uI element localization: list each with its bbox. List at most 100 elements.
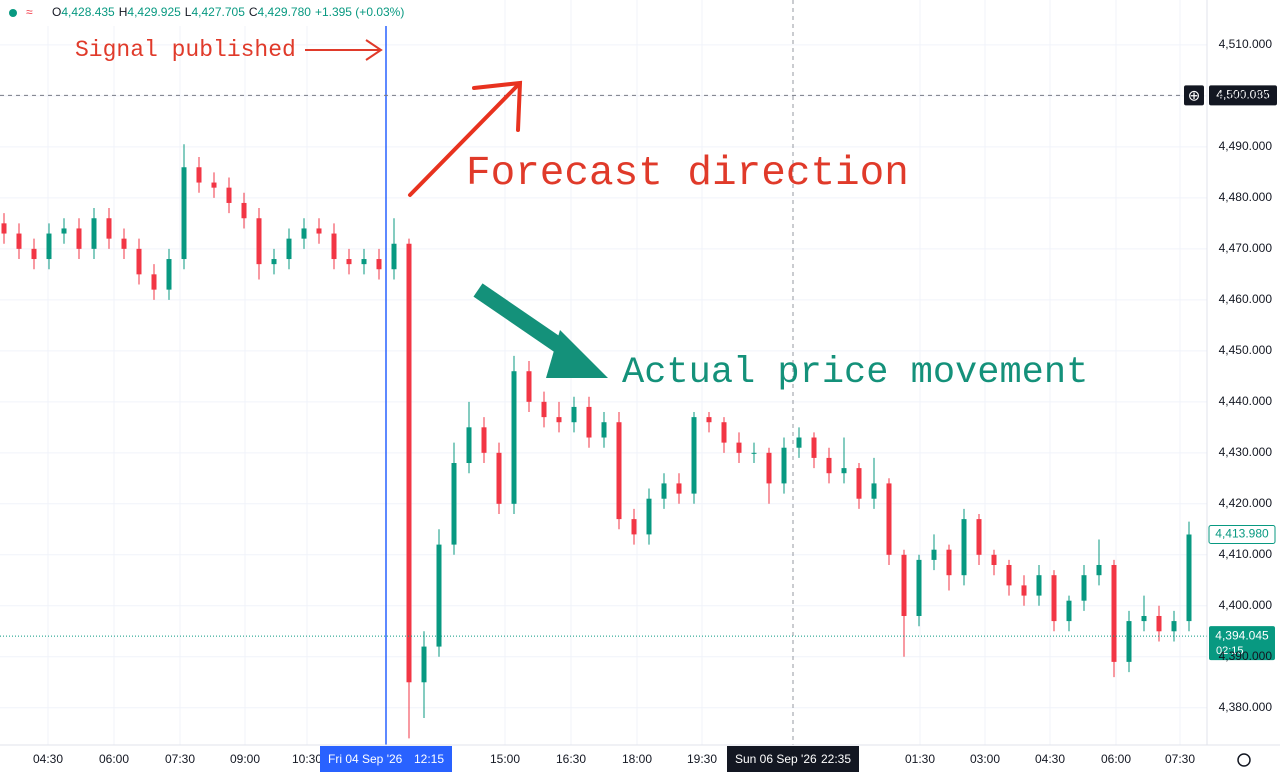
signal-arrow — [305, 39, 383, 61]
last-price-label: 4,413.980 — [1215, 527, 1269, 541]
candle-body — [1006, 564, 1012, 586]
candle-body — [166, 259, 172, 290]
y-tick-label: 4,430.000 — [1219, 445, 1273, 459]
candle-body — [481, 427, 487, 453]
time-marker-tag — [727, 746, 859, 772]
x-tick-label: 03:00 — [970, 752, 1000, 766]
candle-body — [1051, 575, 1057, 622]
annotation-forecast: Forecast direction — [466, 151, 909, 197]
candle-body — [781, 447, 787, 484]
candle-body — [301, 228, 307, 239]
candle-body — [676, 483, 682, 494]
candle-body — [16, 233, 22, 249]
candle-body — [901, 554, 907, 616]
candle-body — [46, 233, 52, 260]
candle-body — [961, 519, 967, 576]
candle-body — [181, 167, 187, 260]
candle-body — [406, 243, 412, 683]
ohlc-label: C — [249, 5, 258, 19]
candle-body — [601, 422, 607, 438]
candle-body — [661, 483, 667, 499]
overlay: ⊕ 4,500.085 4,413.980 4,394.045 02:15 — [0, 85, 1277, 661]
candle-body — [391, 243, 397, 270]
y-tick-label: 4,380.000 — [1219, 700, 1273, 714]
x-tick-label: 07:30 — [165, 752, 195, 766]
settings-icon[interactable] — [1237, 753, 1251, 767]
candle-body — [496, 452, 502, 504]
candle-body — [466, 427, 472, 464]
crosshair-price-tag — [1209, 85, 1277, 106]
candle-body — [241, 202, 247, 219]
y-tick-label: 4,480.000 — [1219, 190, 1273, 204]
candle-body — [451, 463, 457, 545]
candle-body — [751, 452, 757, 454]
candle-body — [556, 417, 562, 423]
x-tick-label: 07:30 — [1165, 752, 1195, 766]
candles — [1, 144, 1192, 739]
candle-body — [91, 218, 97, 249]
ohlc-label: L — [185, 5, 192, 19]
candle-body — [226, 187, 232, 203]
x-tick-label: 01:30 — [905, 752, 935, 766]
candle-body — [1156, 615, 1162, 632]
candle-body — [316, 228, 322, 234]
candle-body — [1186, 534, 1192, 622]
crosshair-plus[interactable]: ⊕ — [1188, 87, 1201, 104]
candle-body — [706, 417, 712, 423]
candle-body — [361, 259, 367, 265]
candle-body — [916, 559, 922, 616]
ohlc-value: 4,428.435 — [61, 5, 115, 19]
candle-body — [571, 406, 577, 423]
actual-arrow — [473, 283, 608, 378]
candle-body — [976, 519, 982, 555]
candle-body — [856, 468, 862, 499]
ohlc-change: +1.395 (+0.03%) — [315, 5, 404, 19]
x-tick-label: 06:00 — [99, 752, 129, 766]
candle-body — [826, 457, 832, 474]
candle-body — [1141, 615, 1147, 622]
y-tick-label: 4,410.000 — [1219, 547, 1273, 561]
candle-body — [766, 452, 772, 484]
candle-body — [811, 437, 817, 458]
crosshair-plus-bg[interactable] — [1184, 85, 1204, 106]
time-marker-date: Sun 06 Sep '26 — [735, 752, 817, 766]
ohlc-label: O — [52, 5, 61, 19]
candle-body — [886, 483, 892, 555]
candle-body — [796, 437, 802, 448]
candle-body — [586, 406, 592, 438]
x-tick-label: 18:00 — [622, 752, 652, 766]
candle-body — [991, 554, 997, 565]
candle-body — [346, 259, 352, 265]
candle-body — [721, 422, 727, 443]
candle-body — [1081, 575, 1087, 601]
candle-body — [121, 238, 127, 249]
grid — [0, 0, 1207, 745]
candle-body — [61, 228, 67, 234]
candle-body — [1171, 621, 1177, 632]
ohlc-value: 4,427.705 — [191, 5, 245, 19]
candle-body — [136, 248, 142, 275]
candle-body — [196, 167, 202, 183]
candle-body — [376, 259, 382, 270]
x-tick-label: 19:30 — [687, 752, 717, 766]
candle-body — [691, 417, 697, 494]
wave-icon[interactable]: ≈ — [26, 5, 33, 19]
crosshair-price-label: 4,500.085 — [1216, 88, 1270, 102]
y-tick-label: 4,400.000 — [1219, 598, 1273, 612]
candle-body — [646, 498, 652, 535]
candle-body — [151, 274, 157, 290]
candle-body — [31, 248, 37, 260]
y-tick-label: 4,390.000 — [1219, 649, 1273, 663]
ohlc-value: 4,429.925 — [127, 5, 181, 19]
y-tick-label: 4,490.000 — [1219, 139, 1273, 153]
candle-body — [286, 238, 292, 260]
candle-body — [76, 228, 82, 249]
candle-body — [106, 218, 112, 239]
header-bg — [0, 0, 470, 26]
candle-body — [211, 182, 217, 188]
candle-body — [931, 549, 937, 560]
x-tick-label: 04:30 — [33, 752, 63, 766]
candle-body — [271, 259, 277, 265]
x-tick-label: 15:00 — [490, 752, 520, 766]
